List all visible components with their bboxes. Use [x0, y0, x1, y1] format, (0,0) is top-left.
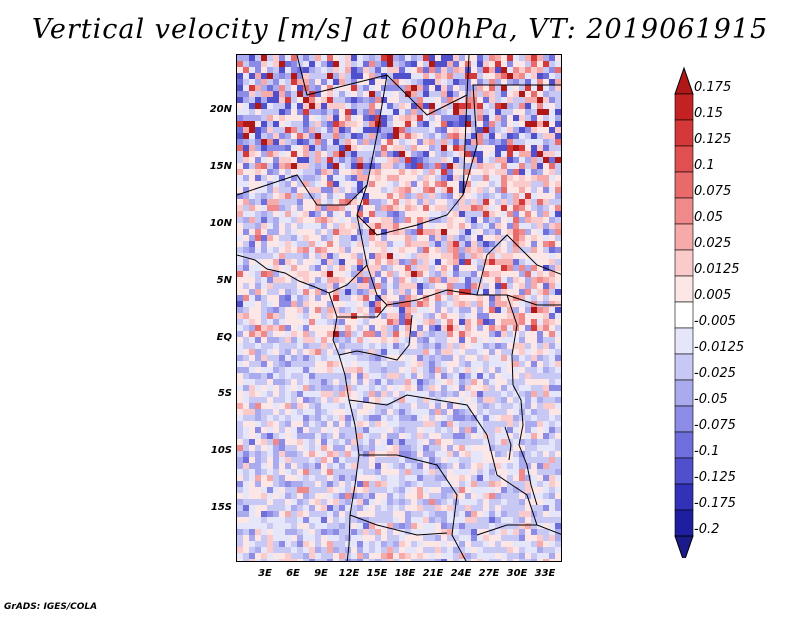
lon-tick-label: 30E — [506, 568, 528, 579]
colorbar-band — [674, 223, 694, 251]
colorbar-label: -0.0125 — [694, 340, 745, 355]
lake-outline — [512, 384, 538, 506]
country-border — [476, 234, 561, 296]
colorbar-label: 0.05 — [694, 210, 723, 225]
lake-outline — [504, 426, 512, 461]
colorbar-arrow-bottom — [674, 535, 694, 558]
colorbar-band — [674, 483, 694, 511]
lat-tick-label: 20N — [209, 104, 232, 115]
lon-tick-label: 12E — [338, 568, 360, 579]
country-border — [349, 514, 448, 536]
lon-tick-label: 3E — [258, 568, 272, 579]
lon-tick-label: 18E — [394, 568, 416, 579]
lon-tick-label: 24E — [450, 568, 472, 579]
lat-tick-label: 10S — [210, 445, 232, 456]
lat-tick-label: 10N — [209, 218, 232, 229]
colorbar-label: -0.05 — [694, 392, 728, 407]
lat-tick-label: 5N — [216, 275, 232, 286]
lat-tick-label: EQ — [216, 332, 232, 343]
colorbar-band — [674, 171, 694, 199]
country-border — [338, 314, 413, 361]
country-border — [476, 524, 537, 536]
country-border — [496, 474, 561, 535]
colorbar-label: 0.175 — [694, 80, 732, 95]
coastline — [237, 254, 360, 561]
colorbar-label: -0.125 — [694, 470, 736, 485]
lat-tick-label: 15N — [209, 161, 232, 172]
colorbar-band — [674, 197, 694, 225]
colorbar-band — [674, 301, 694, 329]
colorbar-label: -0.025 — [694, 366, 736, 381]
lat-tick-label: 5S — [217, 388, 232, 399]
colorbar-band — [674, 327, 694, 355]
colorbar-band — [674, 145, 694, 173]
footer-credit: GrADS: IGES/COLA — [4, 602, 98, 612]
colorbar-band — [674, 119, 694, 147]
colorbar-label: -0.175 — [694, 496, 736, 511]
lon-tick-label: 9E — [314, 568, 328, 579]
colorbar-arrow-top — [674, 66, 694, 95]
lon-tick-label: 33E — [534, 568, 556, 579]
colorbar-band — [674, 353, 694, 381]
colorbar-band — [674, 431, 694, 459]
country-border — [237, 174, 368, 206]
colorbar-label: -0.075 — [694, 418, 736, 433]
country-border — [356, 214, 561, 306]
vertical-velocity-field — [237, 55, 561, 561]
colorbar-label: 0.1 — [694, 158, 715, 173]
country-border — [356, 74, 468, 236]
map-panel — [236, 54, 562, 562]
colorbar-band — [674, 275, 694, 303]
colorbar-label: 0.125 — [694, 132, 732, 147]
country-border — [506, 294, 518, 386]
colorbar-label: 0.025 — [694, 236, 732, 251]
colorbar-band — [674, 405, 694, 433]
colorbar-label: -0.1 — [694, 444, 720, 459]
colorbar-label: -0.005 — [694, 314, 736, 329]
lat-tick-label: 15S — [210, 502, 232, 513]
country-border — [462, 84, 561, 196]
colorbar-label: 0.075 — [694, 184, 732, 199]
lon-tick-label: 21E — [422, 568, 444, 579]
colorbar — [674, 66, 694, 558]
colorbar-band — [674, 93, 694, 121]
country-border — [359, 454, 467, 561]
chart-title: Vertical velocity [m/s] at 600hPa, VT: 2… — [31, 14, 769, 45]
colorbar-label: -0.2 — [694, 522, 720, 537]
lon-tick-label: 15E — [366, 568, 388, 579]
colorbar-band — [674, 249, 694, 277]
lon-tick-label: 6E — [286, 568, 300, 579]
colorbar-label: 0.005 — [694, 288, 732, 303]
colorbar-band — [674, 509, 694, 537]
colorbar-band — [674, 379, 694, 407]
country-border — [348, 394, 498, 476]
colorbar-label: 0.15 — [694, 106, 723, 121]
country-border — [337, 304, 388, 318]
colorbar-band — [674, 457, 694, 485]
colorbar-label: 0.0125 — [694, 262, 740, 277]
lon-tick-label: 27E — [478, 568, 500, 579]
country-border — [328, 264, 368, 294]
